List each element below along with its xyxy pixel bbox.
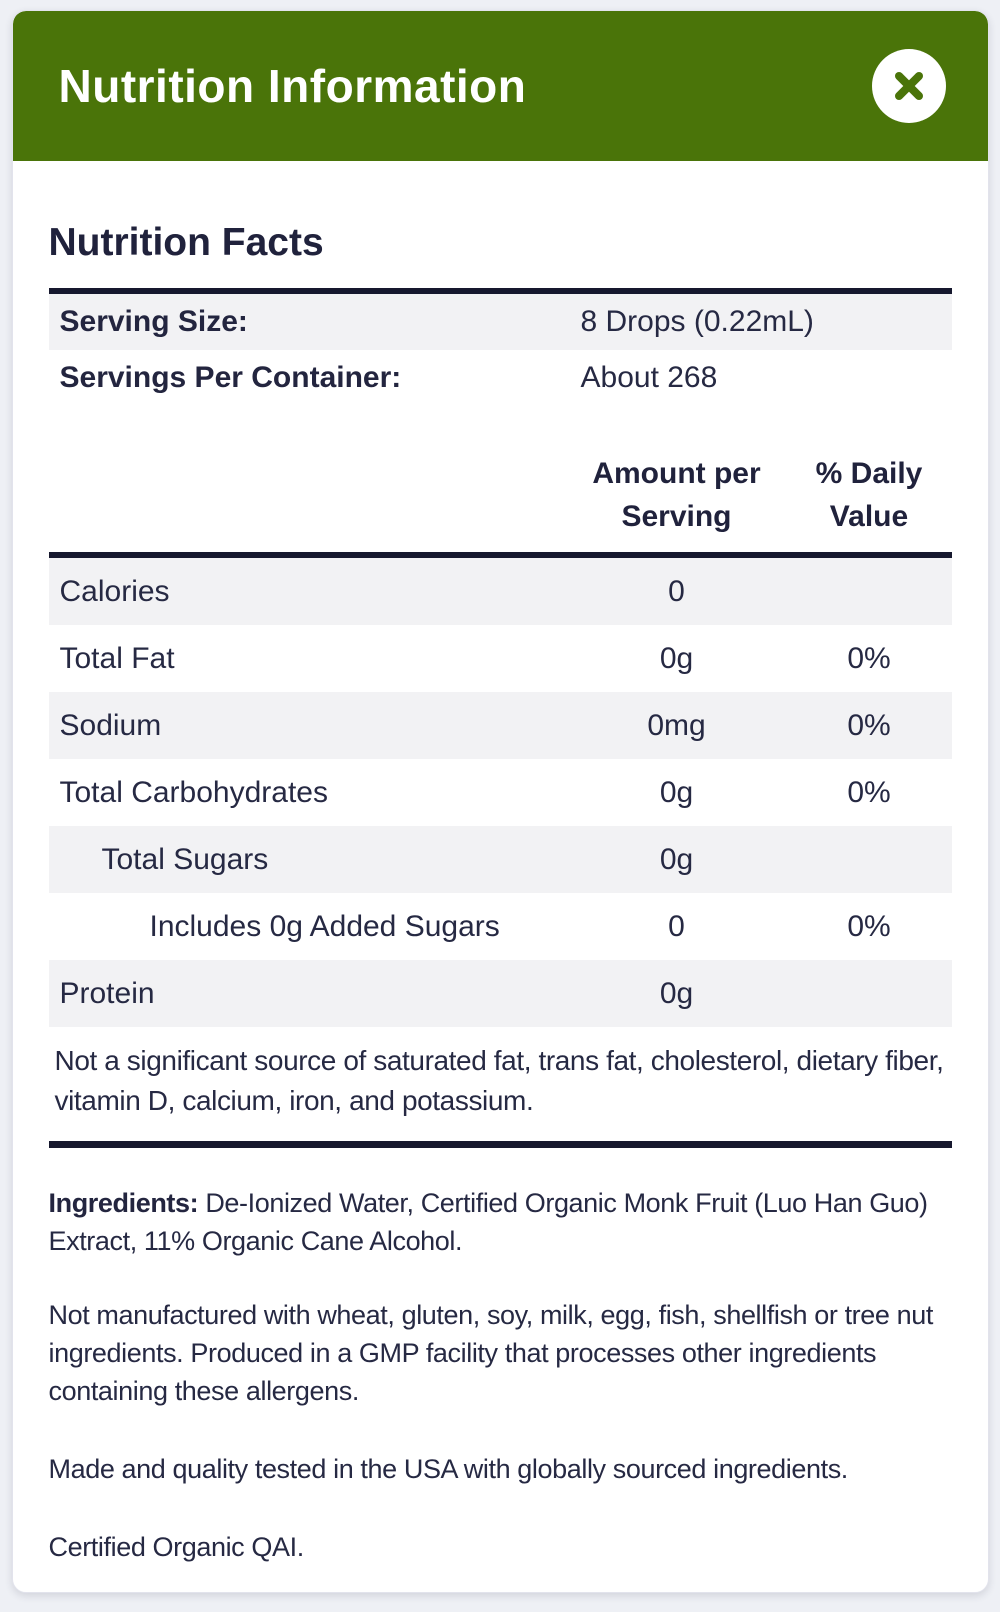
nutrition-row-calories: Calories 0 [48,558,952,625]
nutrition-row-added-sugars: Includes 0g Added Sugars 0 0% [49,893,952,960]
modal-body: Nutrition Facts Serving Size: 8 Drops (0… [13,219,988,1592]
nutrient-daily-value: 0% [847,708,891,742]
nutrient-amount: 0 [668,909,685,943]
modal-header: Nutrition Information [12,11,988,161]
divider-top [48,288,952,294]
nutrient-amount: 0g [659,842,694,876]
serving-size-label: Serving Size: [59,305,248,338]
divider-bottom [48,1141,952,1148]
servings-per-container-label: Servings Per Container: [59,361,402,394]
servings-per-container-row: Servings Per Container: About 268 [49,350,952,406]
nutrient-amount: 0g [659,775,694,809]
nutrient-amount: 0 [668,574,685,608]
nutrient-label: Total Fat [59,641,175,675]
nutrient-daily-value: 0% [847,641,891,675]
allergen-text: Not manufactured with wheat, gluten, soy… [48,1300,934,1406]
ingredients-text: De-Ionized Water, Certified Organic Monk… [48,1188,929,1256]
nutrition-information-modal: Nutrition Information Nutrition Facts Se… [11,10,989,1593]
column-header-amount: Amount per Serving [592,457,761,533]
nutrition-row-protein: Protein 0g [48,960,952,1027]
column-spacer [49,452,567,538]
nutrition-facts-title: Nutrition Facts [48,221,324,264]
servings-per-container-value: About 268 [580,361,718,394]
nutrient-label: Sodium [59,708,162,742]
insignificant-sources-note: Not a significant source of saturated fa… [54,1045,944,1116]
nutrient-amount: 0g [659,641,694,675]
nutrient-label: Calories [59,574,170,608]
nutrient-label: Includes 0g Added Sugars [149,909,500,943]
allergen-paragraph: Not manufactured with wheat, gluten, soy… [49,1296,952,1410]
nutrient-amount: 0g [659,976,694,1010]
divider-header [48,552,952,558]
nutrition-row-sodium: Sodium 0mg 0% [48,692,952,759]
serving-size-row: Serving Size: 8 Drops (0.22mL) [48,294,952,350]
nutrition-row-total-fat: Total Fat 0g 0% [49,625,952,692]
close-icon [891,68,927,104]
nutrient-daily-value: 0% [847,909,891,943]
certification-paragraph: Certified Organic QAI. [49,1528,952,1566]
certification-text: Certified Organic QAI. [48,1532,305,1562]
nutrient-amount: 0mg [647,708,706,742]
serving-size-value: 8 Drops (0.22mL) [580,305,814,338]
column-header-daily-value: % Daily Value [815,457,923,533]
close-button[interactable] [871,49,946,123]
nutrient-label: Total Carbohydrates [59,775,328,809]
ingredients-label: Ingredients: [48,1188,199,1218]
nutrition-row-total-carbohydrates: Total Carbohydrates 0g 0% [49,759,952,826]
table-column-headers: Amount per Serving % Daily Value [49,452,952,552]
nutrient-daily-value: 0% [847,775,891,809]
modal-title: Nutrition Information [58,60,527,112]
origin-text: Made and quality tested in the USA with … [48,1454,849,1484]
ingredients-paragraph: Ingredients: De-Ionized Water, Certified… [49,1184,952,1260]
nutrition-row-total-sugars: Total Sugars 0g [48,826,952,893]
nutrient-label: Protein [59,976,155,1010]
origin-paragraph: Made and quality tested in the USA with … [49,1450,952,1488]
nutrient-label: Total Sugars [101,842,269,876]
